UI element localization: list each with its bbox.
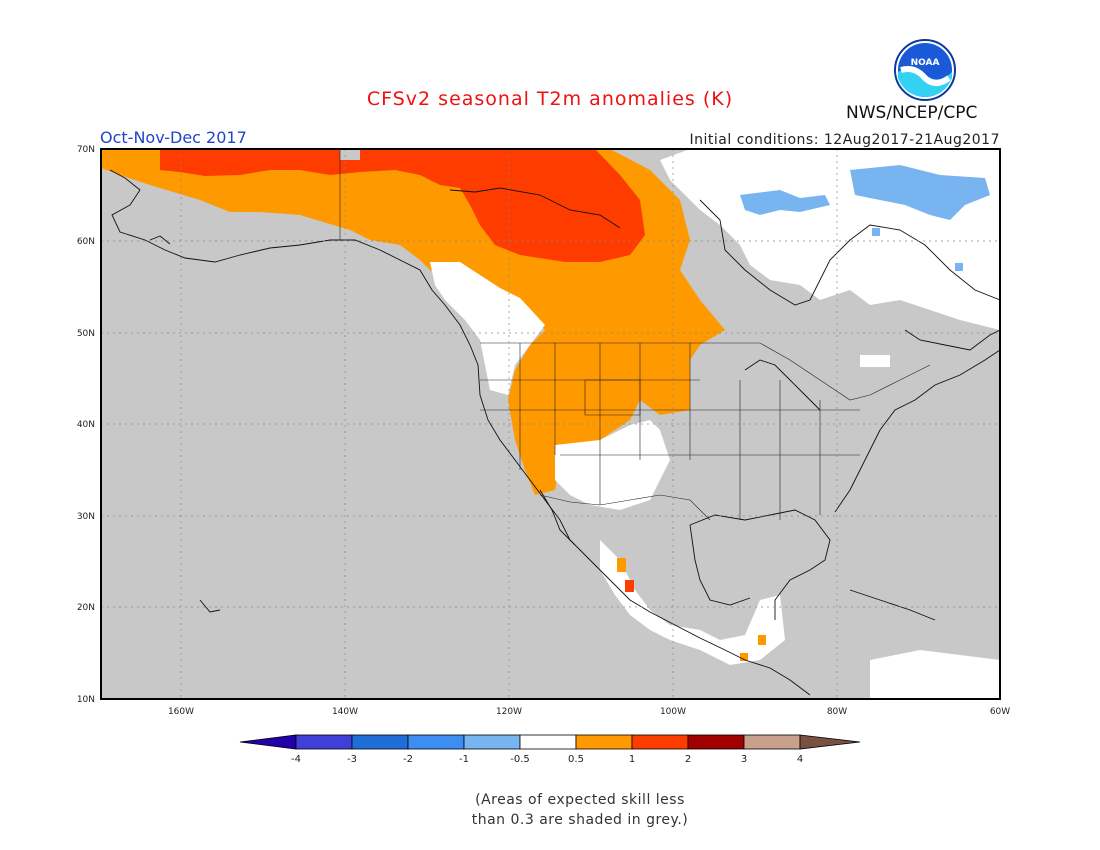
colorbar-swatch <box>687 734 745 750</box>
colorbar-label: -1 <box>459 754 469 765</box>
noaa-logo-icon: NOAA <box>894 39 956 101</box>
colorbar: -4 -3 -2 -1 -0.5 0.5 1 2 3 4 <box>239 734 861 765</box>
map-title: CFSv2 seasonal T2m anomalies (K) <box>366 88 734 110</box>
lat-label: 40N <box>77 420 95 430</box>
colorbar-label: 4 <box>797 754 803 765</box>
lon-label: 60W <box>990 707 1010 717</box>
lat-label: 60N <box>77 237 95 247</box>
skill-note-line: (Areas of expected skill less <box>475 792 685 808</box>
colorbar-label: 0.5 <box>568 754 584 765</box>
colorbar-label: -4 <box>291 754 301 765</box>
neutral-region-west <box>430 262 545 395</box>
cool-anomaly-patch-west <box>740 190 830 215</box>
neutral-region-southwest <box>555 420 670 510</box>
lon-label: 160W <box>168 707 194 717</box>
lon-label: 80W <box>827 707 847 717</box>
lat-label: 20N <box>77 603 95 613</box>
colorbar-swatch <box>463 734 521 750</box>
lat-label: 30N <box>77 512 95 522</box>
colorbar-label: -0.5 <box>510 754 530 765</box>
political-borders <box>339 149 931 521</box>
neutral-region-mexico-coast <box>600 540 785 665</box>
forecast-period: Oct-Nov-Dec 2017 <box>100 128 247 147</box>
colorbar-arrow-low <box>239 734 297 750</box>
cool-anomaly-region <box>850 165 990 220</box>
initial-conditions: Initial conditions: 12Aug2017-21Aug2017 <box>689 132 1000 148</box>
colorbar-arrow-high <box>799 734 861 750</box>
cool-anomaly-dot <box>872 228 880 236</box>
warm-anomaly-patch <box>740 653 748 661</box>
logo-text: NOAA <box>911 58 940 68</box>
warm-anomaly-patch <box>120 155 135 169</box>
colorbar-swatch <box>631 734 689 750</box>
skill-note-line: than 0.3 are shaded in grey.) <box>471 812 689 828</box>
longitude-axis: 160W 140W 120W 100W 80W 60W <box>168 707 1010 717</box>
colorbar-label: 2 <box>685 754 691 765</box>
lon-label: 120W <box>496 707 522 717</box>
latitude-axis: 10N 20N 30N 40N 50N 60N 70N <box>77 145 95 705</box>
colorbar-swatch <box>351 734 409 750</box>
colorbar-swatch <box>519 734 577 750</box>
lat-label: 50N <box>77 329 95 339</box>
cool-anomaly-dot <box>955 263 963 271</box>
colorbar-label: -2 <box>403 754 413 765</box>
warm-anomaly-patch <box>758 635 766 645</box>
lat-label: 70N <box>77 145 95 155</box>
lon-label: 100W <box>660 707 686 717</box>
lon-label: 140W <box>332 707 358 717</box>
colorbar-swatch <box>407 734 465 750</box>
agency-label: NWS/NCEP/CPC <box>846 103 978 123</box>
strong-warm-anomaly-region <box>160 149 645 262</box>
map-frame <box>100 148 1001 700</box>
colorbar-label: 3 <box>741 754 747 765</box>
graticule <box>101 149 1000 699</box>
colorbar-label: 1 <box>629 754 635 765</box>
neutral-patch <box>860 355 890 367</box>
skill-note: (Areas of expected skill less than 0.3 a… <box>380 790 780 830</box>
colorbar-swatch <box>295 734 353 750</box>
warm-anomaly-patch <box>617 558 626 572</box>
strong-warm-anomaly-patch <box>625 580 634 592</box>
lat-label: 10N <box>77 695 95 705</box>
colorbar-swatch <box>575 734 633 750</box>
colorbar-label: -3 <box>347 754 357 765</box>
neutral-region-caribbean <box>870 650 1000 699</box>
colorbar-swatch <box>743 734 801 750</box>
